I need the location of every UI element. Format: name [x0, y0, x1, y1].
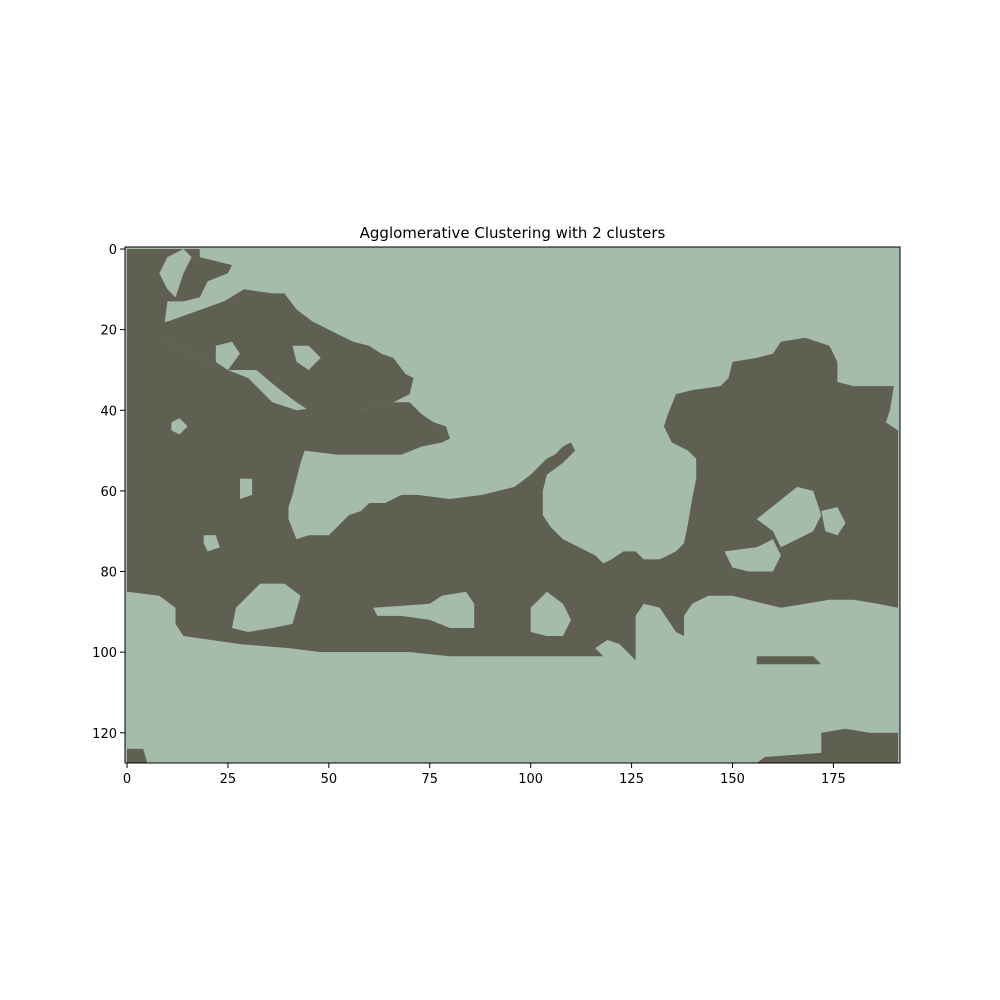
x-tick-label: 175: [821, 772, 846, 787]
x-tick-label: 0: [123, 772, 131, 787]
cluster-1-region-1: [127, 289, 414, 411]
cluster-1-region-5: [127, 748, 148, 763]
x-tick-label: 50: [321, 772, 338, 787]
cluster-0-island-3: [292, 345, 321, 370]
cluster-1-region-4: [756, 728, 898, 763]
cluster-0-island-12: [821, 507, 846, 536]
x-tick-label: 125: [619, 772, 644, 787]
plot-frame: [124, 246, 901, 764]
cluster-0-island-6: [232, 583, 301, 632]
y-tick-label: 60: [100, 485, 117, 500]
y-tick-label: 40: [100, 404, 117, 419]
cluster-0-island-2: [215, 341, 240, 370]
cluster-1-region-2: [127, 337, 898, 661]
x-tick-label: 100: [518, 772, 543, 787]
cluster-0-island-8: [530, 591, 571, 636]
cluster-0-island-1: [171, 418, 188, 435]
x-axis: 0 25 50 75 100 125 150 175: [123, 763, 846, 787]
y-tick-label: 0: [109, 243, 117, 258]
cluster-0-island-7: [373, 591, 475, 628]
cluster-0-island-4: [240, 478, 253, 499]
x-tick-label: 25: [220, 772, 237, 787]
cluster-0-island-11: [724, 539, 781, 572]
chart-title: Agglomerative Clustering with 2 clusters: [360, 224, 666, 242]
plot-area: [125, 247, 900, 763]
y-tick-label: 120: [92, 727, 117, 742]
y-axis: 0 20 40 60 80 100 120: [92, 243, 125, 742]
cluster-0-island-0: [159, 249, 192, 298]
cluster-1-regions: [127, 249, 898, 763]
cluster-0-islands: [159, 249, 846, 636]
cluster-0-island-9: [635, 434, 664, 471]
y-tick-label: 100: [92, 646, 117, 661]
cluster-0-island-10: [756, 486, 822, 548]
x-tick-label: 75: [421, 772, 438, 787]
y-tick-label: 20: [100, 324, 117, 339]
cluster-1-region-3: [756, 656, 822, 665]
y-tick-label: 80: [100, 566, 117, 581]
cluster-0-island-5: [203, 535, 220, 552]
x-tick-label: 150: [720, 772, 745, 787]
